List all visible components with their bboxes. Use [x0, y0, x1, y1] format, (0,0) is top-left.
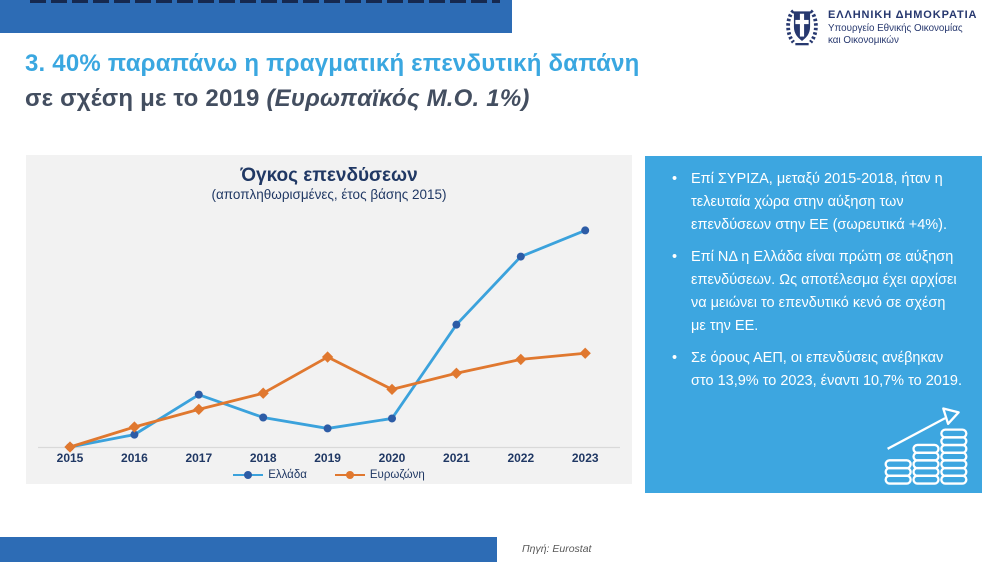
- data-point: [321, 351, 334, 363]
- legend-marker: [233, 470, 264, 479]
- slide-title: 3. 40% παραπάνω η πραγματική επενδυτική …: [25, 50, 765, 113]
- info-bullet: Σε όρους ΑΕΠ, οι επενδύσεις ανέβηκαν στο…: [672, 347, 963, 393]
- x-axis-label: 2016: [121, 451, 148, 465]
- x-axis-label: 2023: [572, 451, 599, 465]
- bullet-text: Επί ΝΔ η Ελλάδα είναι πρώτη σε αύξηση επ…: [691, 249, 957, 334]
- slide-title-line2-regular: σε σχέση με το 2019: [25, 85, 267, 112]
- legend-item: Ευρωζώνη: [334, 469, 425, 481]
- data-point: [450, 367, 463, 379]
- info-bullet: Επί ΣΥΡΙΖΑ, μεταξύ 2015-2018, ήταν η τελ…: [672, 168, 963, 237]
- x-axis-label: 2018: [250, 451, 277, 465]
- x-axis-label: 2020: [379, 451, 406, 465]
- series-line: [68, 351, 587, 449]
- investment-chart-panel: 2015 2016 2017 2018 2019 2020 2021 2022 2023 Όγκ…: [26, 155, 632, 484]
- info-panel: Επί ΣΥΡΙΖΑ, μεταξύ 2015-2018, ήταν η τελ…: [645, 156, 982, 493]
- x-axis-label: 2015: [57, 451, 84, 465]
- data-point: [259, 413, 268, 422]
- data-point: [581, 226, 590, 235]
- data-point: [323, 424, 332, 433]
- legend-item: Ελλάδα: [233, 469, 307, 481]
- chart-subtitle: (αποπληθωρισμένες, έτος βάσης 2015): [211, 187, 447, 202]
- legend-label: Ελλάδα: [268, 469, 307, 481]
- data-point: [386, 383, 398, 396]
- data-point: [579, 347, 591, 359]
- data-point: [128, 421, 141, 433]
- x-axis-label: 2019: [314, 451, 341, 465]
- chart-title: Όγκος επενδύσεων: [240, 165, 418, 186]
- top-accent-bar: [0, 0, 512, 33]
- growing-coin-stacks-icon: [884, 407, 968, 485]
- logo-dept-line2: και Οικονομικών: [828, 35, 899, 47]
- greek-coat-of-arms-icon: [786, 9, 818, 46]
- chart-legend: Ελλάδα Ευρωζώνη: [26, 469, 632, 481]
- x-axis-label: 2017: [185, 451, 212, 465]
- investment-chart: 2015 2016 2017 2018 2019 2020 2021 2022 2023: [38, 226, 620, 465]
- data-point: [516, 252, 525, 261]
- slide-title-line1: 3. 40% παραπάνω η πραγματική επενδυτική …: [25, 50, 640, 77]
- legend-label: Ευρωζώνη: [369, 469, 425, 481]
- top-dashed-strip: [30, 0, 500, 3]
- bullet-text: Επί ΣΥΡΙΖΑ, μεταξύ 2015-2018, ήταν η τελ…: [691, 171, 948, 233]
- data-point: [515, 353, 527, 366]
- data-point: [452, 320, 461, 329]
- logo-org-name: ΕΛΛΗΝΙΚΗ ΔΗΜΟΚΡΑΤΙΑ: [828, 9, 978, 22]
- source-note: Πηγή: Eurostat: [522, 543, 592, 555]
- info-bullet-list: Επί ΣΥΡΙΖΑ, μεταξύ 2015-2018, ήταν η τελ…: [645, 156, 982, 393]
- hellenic-republic-logo: ΕΛΛΗΝΙΚΗ ΔΗΜΟΚΡΑΤΙΑ Υπουργείο Εθνικής Οι…: [783, 6, 983, 50]
- info-bullet: Επί ΝΔ η Ελλάδα είναι πρώτη σε αύξηση επ…: [672, 246, 963, 338]
- data-point: [257, 387, 269, 399]
- logo-dept-line1: Υπουργείο Εθνικής Οικονομίας: [828, 22, 963, 34]
- data-point: [388, 414, 396, 423]
- data-point: [130, 430, 139, 439]
- x-axis-label: 2022: [507, 451, 534, 465]
- slide-title-line2-italic: (Ευρωπαϊκός Μ.Ο. 1%): [266, 85, 530, 112]
- slide-title-line2: σε σχέση με το 2019 (Ευρωπαϊκός Μ.Ο. 1%): [25, 85, 765, 113]
- data-point: [193, 403, 205, 416]
- legend-marker: [334, 470, 365, 479]
- legend-marker-dot: [345, 470, 354, 479]
- x-axis-label: 2021: [443, 451, 470, 465]
- series-line: [68, 229, 587, 449]
- bullet-text: Σε όρους ΑΕΠ, οι επενδύσεις ανέβηκαν στο…: [691, 350, 963, 389]
- footer-accent-bar: [0, 537, 497, 562]
- legend-marker-dot: [244, 470, 253, 479]
- data-point: [194, 390, 203, 399]
